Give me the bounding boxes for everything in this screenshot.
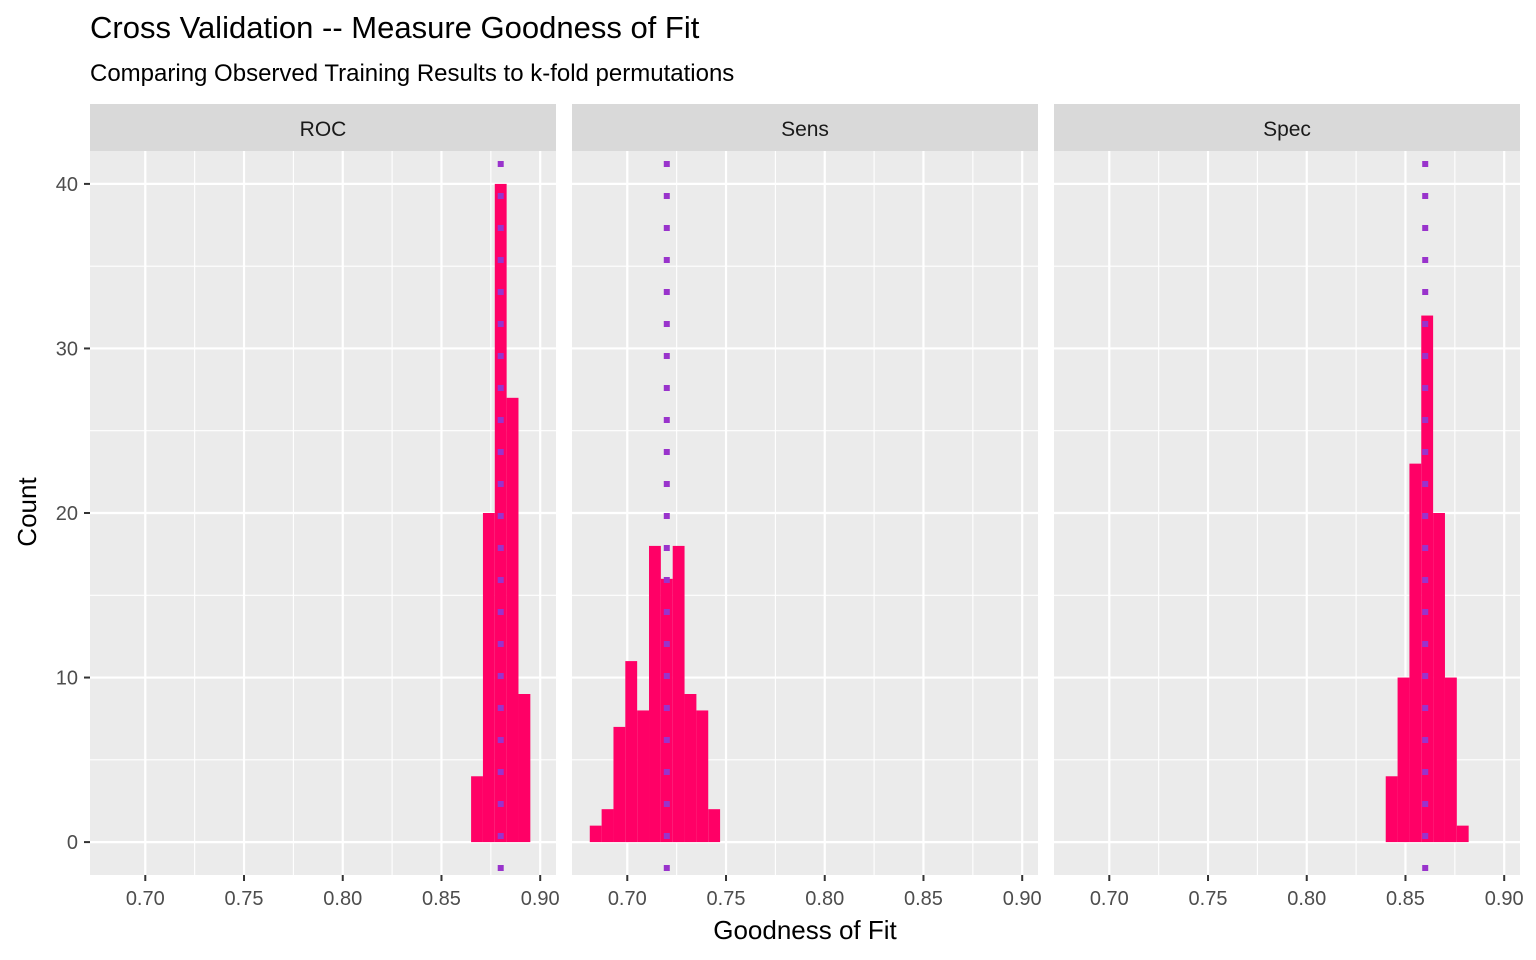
histogram-bar [696, 710, 709, 843]
histogram-bar [518, 694, 531, 843]
x-tick-label: 0.70 [126, 888, 165, 910]
histogram-bar [613, 726, 626, 843]
histogram-bar [589, 825, 602, 843]
histogram-bar [672, 545, 685, 843]
y-tick-label: 40 [56, 174, 78, 196]
facet-roc: ROC 0.70 0.75 0.80 0.85 0.90 [90, 104, 560, 910]
histogram-bar [1385, 776, 1398, 843]
y-axis: 0 10 20 30 40 [56, 174, 90, 854]
y-tick-label: 10 [56, 668, 78, 690]
x-tick-label: 0.90 [1485, 888, 1524, 910]
x-tick-label: 0.75 [225, 888, 264, 910]
histogram-bar [708, 809, 721, 843]
x-tick-label: 0.75 [707, 888, 746, 910]
histogram-bar [684, 694, 697, 843]
x-tick-label: 0.80 [805, 888, 844, 910]
histogram-bar [1444, 677, 1457, 843]
x-tick-label: 0.85 [1386, 888, 1425, 910]
facet-spec: Spec 0.70 0.75 0.80 0.85 0.90 [1054, 104, 1524, 910]
facet-sens: Sens 0.70 0.75 0.80 0.85 0.90 [572, 104, 1042, 910]
x-tick-label: 0.70 [608, 888, 647, 910]
histogram-bar [1456, 825, 1469, 843]
y-tick-label: 20 [56, 503, 78, 525]
histogram-bar [637, 710, 650, 843]
facet-strip [572, 104, 1038, 151]
facet-strip [90, 104, 556, 151]
x-tick-label: 0.80 [1287, 888, 1326, 910]
chart-title: Cross Validation -- Measure Goodness of … [90, 10, 700, 45]
histogram-bar [601, 809, 614, 843]
x-tick-label: 0.75 [1189, 888, 1228, 910]
x-tick-label: 0.90 [1003, 888, 1042, 910]
facet-strip [1054, 104, 1520, 151]
facet-strip-label: Spec [1263, 118, 1311, 141]
y-tick-label: 30 [56, 338, 78, 360]
x-tick-label: 0.85 [904, 888, 943, 910]
x-tick-label: 0.85 [422, 888, 461, 910]
chart-subtitle: Comparing Observed Training Results to k… [90, 60, 735, 87]
facet-strip-label: Sens [781, 118, 829, 141]
histogram-bar [649, 545, 661, 843]
facet-panels: ROC 0.70 0.75 0.80 0.85 0.90 Sens 0.70 0.75 0.80 0… [90, 104, 1524, 910]
histogram-bar [506, 397, 519, 843]
y-axis-title: Count [12, 477, 42, 547]
histogram-bar [1397, 677, 1410, 843]
x-tick-label: 0.70 [1090, 888, 1129, 910]
x-axis-title: Goodness of Fit [713, 915, 897, 945]
x-tick-label: 0.80 [323, 888, 362, 910]
facet-strip-label: ROC [300, 118, 347, 141]
histogram-bar [625, 661, 638, 843]
y-tick-label: 0 [67, 832, 78, 854]
histogram-bar [1409, 463, 1422, 843]
x-tick-label: 0.90 [521, 888, 560, 910]
histogram-bar [471, 776, 483, 843]
histogram-bar [482, 513, 495, 843]
histogram-bar [1433, 513, 1445, 843]
